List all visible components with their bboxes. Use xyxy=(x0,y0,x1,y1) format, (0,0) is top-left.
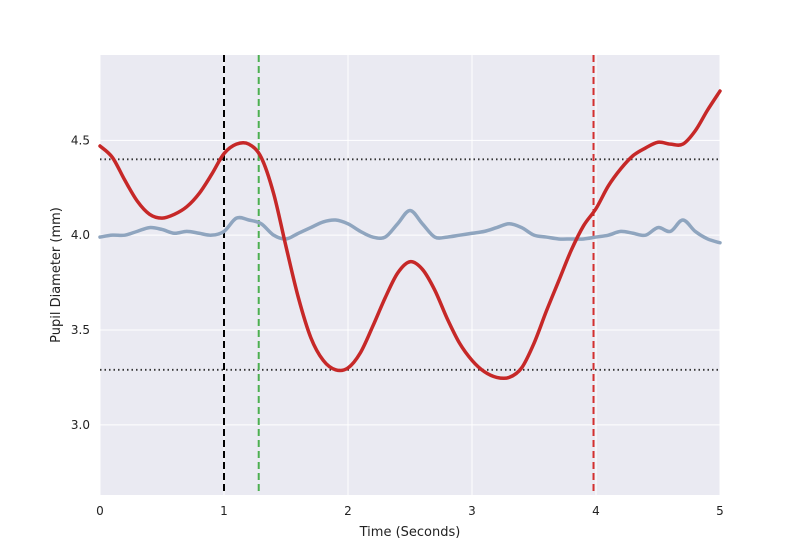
x-tick-label: 3 xyxy=(468,504,476,518)
y-tick-label: 3.5 xyxy=(71,323,90,337)
y-tick-label: 3.0 xyxy=(71,418,90,432)
x-tick-label: 4 xyxy=(592,504,600,518)
plot-area xyxy=(100,55,720,495)
x-tick-label: 5 xyxy=(716,504,724,518)
x-tick-label: 1 xyxy=(220,504,228,518)
y-tick-label: 4.5 xyxy=(71,133,90,147)
x-axis-label: Time (Seconds) xyxy=(359,525,461,540)
y-axis-label: Pupil Diameter (mm) xyxy=(49,207,64,343)
x-tick-label: 2 xyxy=(344,504,352,518)
x-tick-label: 0 xyxy=(96,504,104,518)
y-tick-label: 4.0 xyxy=(71,228,90,242)
